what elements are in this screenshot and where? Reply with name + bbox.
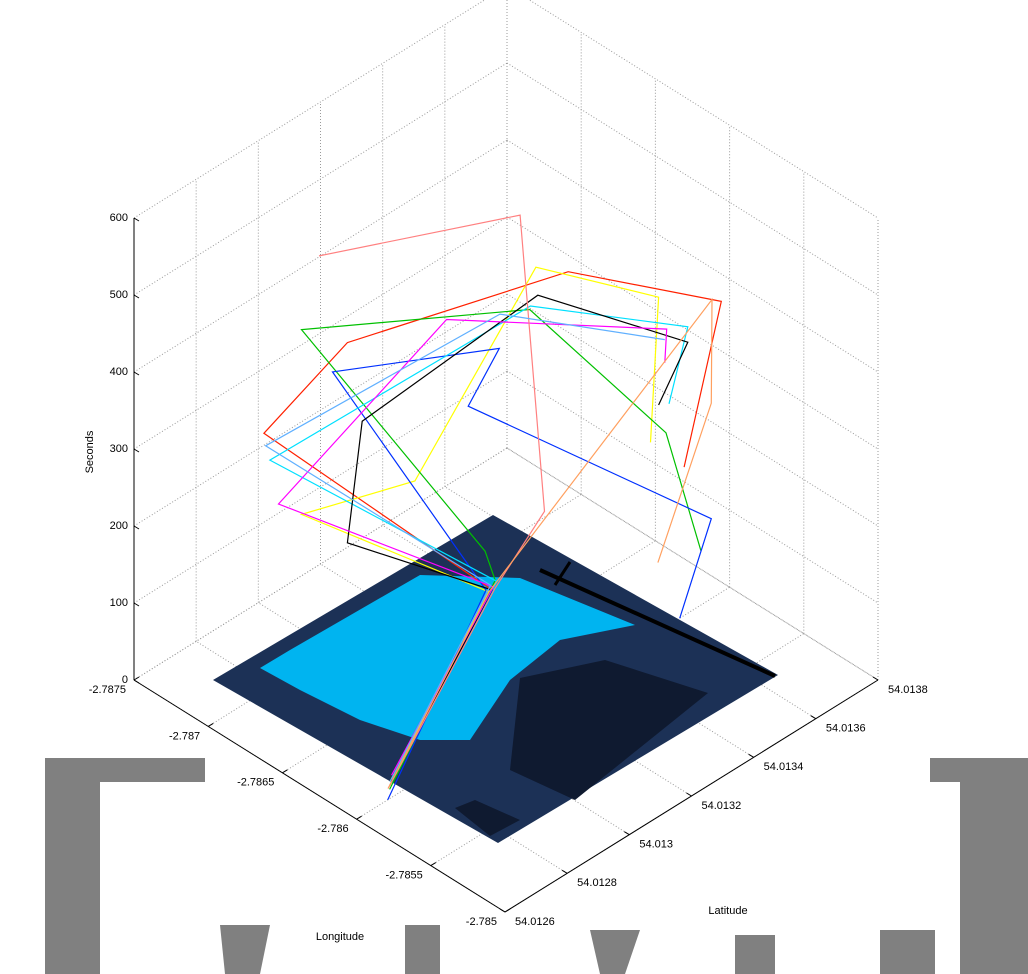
grid-line (507, 0, 878, 218)
x-tick-label: -2.786 (317, 823, 348, 835)
x-tick (357, 816, 362, 819)
z-axis-label: Seconds (84, 430, 96, 473)
grid-line (507, 63, 878, 295)
grid-line (507, 294, 878, 526)
watermark-shape (735, 935, 775, 974)
z-tick-label: 600 (110, 212, 128, 224)
x-tick-label: -2.787 (169, 730, 200, 742)
z-tick-label: 100 (110, 597, 128, 609)
z-tick (134, 680, 139, 683)
y-tick (687, 793, 692, 796)
grid-line (507, 217, 878, 449)
chart: -2.7875 -2.787 -2.7865 -2.786 -2.7855 -2.785 5… (0, 0, 1028, 974)
y-tick-label: 54.0128 (577, 877, 617, 889)
y-tick-label: 54.013 (639, 839, 673, 851)
y-tick-label: 54.0126 (515, 916, 555, 928)
y-axis-label: Latitude (708, 905, 747, 917)
x-tick (505, 909, 510, 912)
z-tick (134, 218, 139, 221)
y-tick (624, 832, 629, 835)
y-tick-label: 54.0132 (702, 800, 742, 812)
z-tick-label: 0 (122, 674, 128, 686)
watermark-shape (590, 930, 640, 974)
y-tick (873, 677, 878, 680)
y-tick (562, 870, 567, 873)
grid-line (507, 140, 878, 372)
x-tick (282, 770, 287, 773)
x-axis-label: Longitude (316, 931, 364, 943)
x-tick-label: -2.7865 (237, 777, 274, 789)
z-tick (134, 449, 139, 452)
y-tick-label: 54.0134 (764, 761, 804, 773)
x-tick (134, 677, 139, 680)
watermark-shape (405, 925, 440, 974)
z-tick-label: 300 (110, 443, 128, 455)
x-tick-label: -2.7855 (385, 870, 422, 882)
y-tick-label: 54.0136 (826, 723, 866, 735)
watermark-shape (45, 758, 205, 974)
z-tick (134, 372, 139, 375)
y-tick (500, 909, 505, 912)
z-tick-label: 400 (110, 366, 128, 378)
x-tick-label: -2.785 (466, 916, 497, 928)
x-tick (208, 723, 213, 726)
y-tick-label: 54.0138 (888, 684, 928, 696)
z-tick-label: 500 (110, 289, 128, 301)
y-tick (811, 716, 816, 719)
watermark-shape (220, 925, 270, 974)
z-tick (134, 603, 139, 606)
y-tick (749, 754, 754, 757)
watermark-shape (930, 758, 1028, 974)
x-tick (431, 863, 436, 866)
z-tick (134, 526, 139, 529)
z-tick-label: 200 (110, 520, 128, 532)
z-tick (134, 295, 139, 298)
watermark-shape (880, 930, 935, 974)
x-tick-label: -2.7875 (89, 684, 126, 696)
